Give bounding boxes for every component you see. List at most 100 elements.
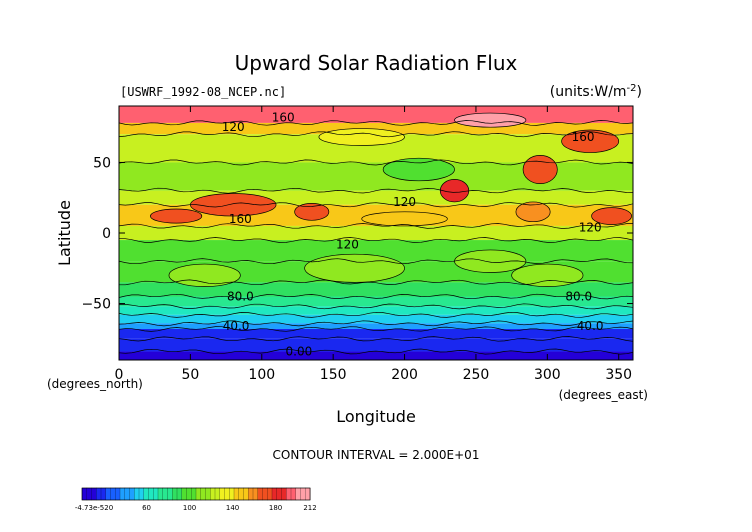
chart-subtitle-file: [USWRF_1992-08_NCEP.nc] [120,85,286,99]
colorbar-swatch [191,487,197,501]
colorbar-swatch [200,487,207,501]
colorbar-swatch [124,487,131,501]
contour-line [118,293,634,300]
flux-anomaly [515,201,551,222]
colorbar-tick-label: 180 [269,504,282,512]
contour-label: 120 [336,237,359,251]
colorbar-swatch [195,487,202,501]
contour-ring [439,179,470,203]
contour-label: 120 [579,220,602,234]
colorbar-swatch [276,487,283,501]
colorbar-swatch [157,487,164,501]
x-tick-label: 200 [391,367,418,383]
flux-band [119,323,633,329]
colorbar-swatch [148,487,154,501]
contour-line [118,159,634,166]
contour-ring [150,208,203,224]
colorbar-frame [81,487,311,501]
colorbar-swatch [305,487,311,501]
x-axis-label: Longitude [336,407,416,426]
plot-area: 160 120 160 120 160 120 120 80.0 80.0 40.0 40.0 0.0… [118,105,634,361]
contour-label: 160 [272,110,295,124]
colorbar-swatch [162,487,169,501]
colorbar-swatch [186,487,192,501]
contour-ring [304,253,405,283]
flux-anomaly [304,254,405,283]
colorbar-swatch [176,487,183,501]
flux-band [119,106,633,123]
contour-ring [190,193,277,217]
contour-line [118,258,634,265]
flux-band [119,296,633,307]
colorbar-swatch [100,487,107,501]
contour-ring [454,112,527,128]
contour-ring [454,249,527,273]
x-axis-unit-label: (degrees_east) [559,388,648,402]
colorbar-swatch [281,487,287,501]
flux-anomaly [190,193,277,217]
colorbar-swatch [243,487,249,501]
contour-ring [515,201,551,223]
colorbar-swatch [181,487,188,501]
flux-band [119,306,633,315]
y-axis-ticks: −50 0 50 [81,155,633,313]
contour-line [118,202,634,208]
flux-band [119,328,633,339]
colorbar-swatch [233,487,240,501]
contour-line [118,187,634,194]
flux-anomaly [383,158,455,181]
colorbar-swatch [267,487,273,501]
flux-anomaly [454,113,526,128]
flux-band [119,282,633,297]
colorbar-tick-label: 212 [303,504,316,512]
y-tick-label: −50 [81,297,111,313]
colorbar-swatch [252,487,259,501]
colorbar-swatch [153,487,159,501]
contour-label: 160 [229,212,252,226]
contour-line [118,336,634,342]
contour-line [119,279,634,286]
flux-anomaly [561,129,619,153]
colorbar-swatch [290,487,297,501]
colorbar-tick-label: -4.73e-520 [75,504,113,512]
y-tick-label: 0 [102,226,111,242]
colorbar-swatch [129,487,135,501]
flux-anomaly [150,209,202,224]
x-tick-label: 350 [605,367,632,383]
contour-line [118,131,634,138]
colorbar-tick-label: 140 [226,504,239,512]
contour-line [118,326,634,332]
contour-labels: 160 120 160 120 160 120 120 80.0 80.0 40.0 40.0 0.0… [222,110,604,358]
x-tick-label: 300 [534,367,561,383]
y-tick-label: 50 [93,155,111,171]
flux-anomaly [294,203,329,221]
contour-line [118,303,634,310]
flux-anomaly [511,264,584,287]
colorbar-swatch [205,487,211,501]
colorbar-swatch [286,487,292,501]
flux-anomaly [168,264,241,287]
colorbar-swatch [219,487,226,501]
contour-line [118,348,634,355]
colorbar-swatch [167,487,173,501]
flux-anomaly [591,207,632,225]
contour-ring [561,129,620,153]
colorbar-tick-label: 60 [142,504,151,512]
colorbar-swatch [119,487,126,501]
y-axis-unit-label: (degrees_north) [47,377,143,391]
contour-line [118,223,634,229]
x-tick-label: 250 [463,367,490,383]
flux-band [119,225,633,241]
colorbar-swatch [105,487,112,501]
x-axis-ticks: 0 50 100 150 200 250 300 350 [115,106,632,383]
contour-label: 40.0 [223,319,250,333]
contour-label: 160 [572,130,595,144]
contour-ring [168,263,241,287]
x-tick-label: 0 [115,367,124,383]
flux-band [119,351,633,360]
contour-interval-text: CONTOUR INTERVAL = 2.000E+01 [273,448,480,462]
flux-anomaly [454,249,526,273]
colorbar-swatch [138,487,145,501]
colorbar-swatch [115,487,121,501]
